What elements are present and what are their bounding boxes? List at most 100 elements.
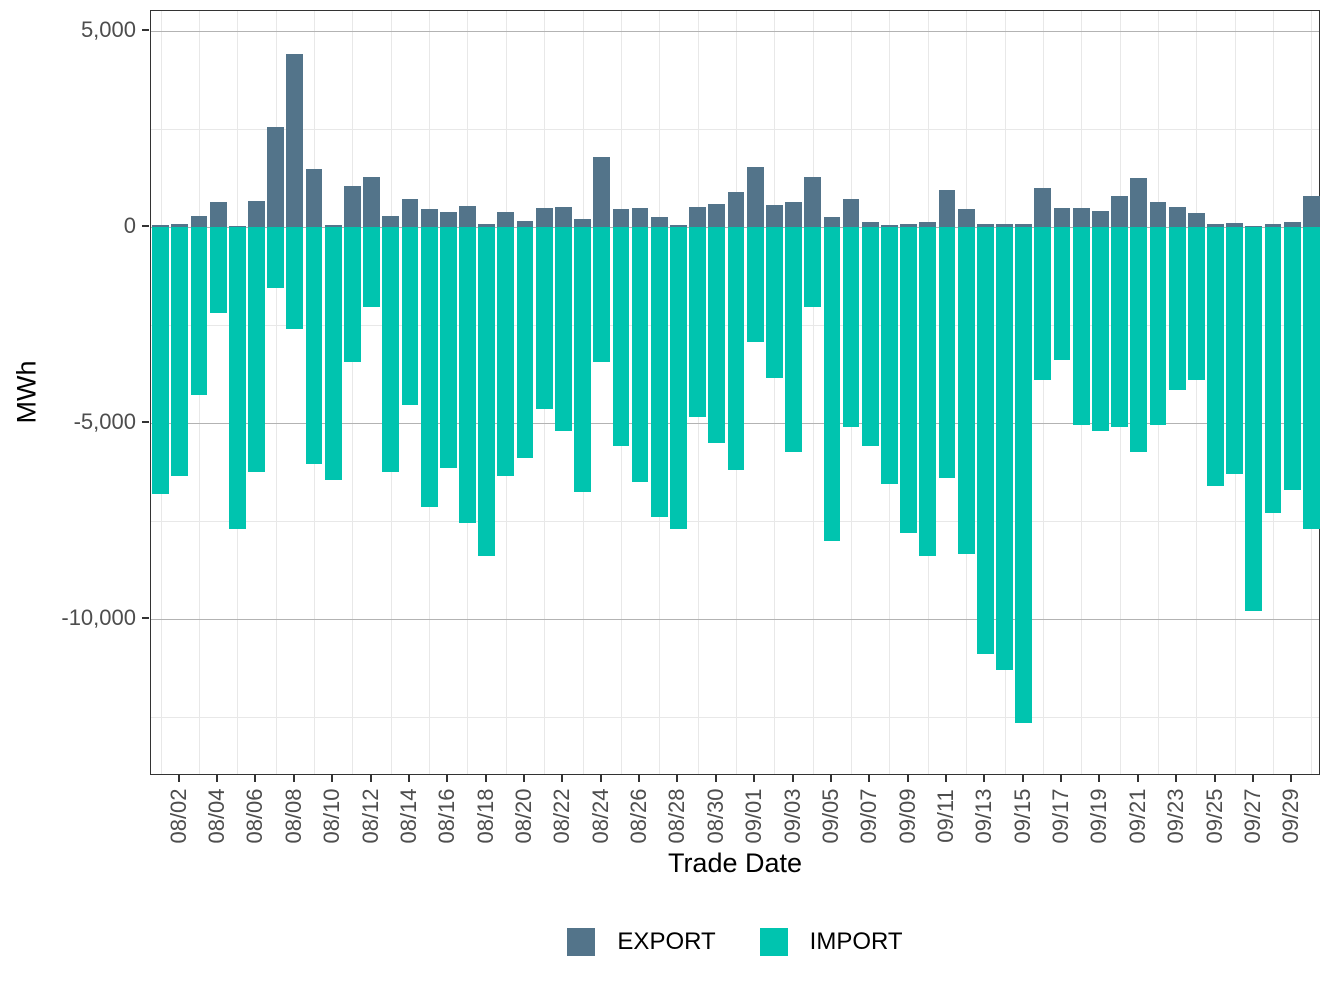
import-bar-09/20 (1111, 226, 1128, 427)
export-bar-08/25 (612, 209, 630, 227)
import-bar-09/28 (1264, 226, 1282, 514)
export-bar-08/14 (401, 199, 419, 227)
export-legend-label: EXPORT (617, 928, 716, 955)
x-tick-mark (1175, 775, 1178, 782)
y-tick-mark (142, 28, 149, 31)
import-bar-08/04 (209, 226, 227, 314)
x-tick-label: 09/21 (1124, 788, 1150, 844)
vertical-gridline (1196, 11, 1198, 774)
import-bar-09/12 (957, 226, 975, 555)
x-tick-label: 09/07 (856, 788, 882, 844)
export-bar-09/17 (1053, 207, 1071, 227)
export-bar-09/12 (957, 209, 975, 227)
import-bar-08/28 (670, 226, 687, 529)
import-bar-09/17 (1053, 226, 1071, 361)
y-tick-mark (142, 617, 149, 620)
import-bar-09/02 (765, 226, 783, 378)
import-bar-08/10 (324, 226, 342, 480)
import-bar-08/01 (152, 226, 169, 494)
import-bar-08/17 (459, 226, 476, 523)
export-bar-08/06 (248, 201, 265, 227)
export-bar-08/27 (650, 216, 668, 227)
x-tick-label: 08/08 (280, 788, 306, 844)
export-bar-09/20 (1111, 196, 1128, 227)
export-bar-08/22 (554, 207, 572, 227)
import-bar-08/07 (267, 226, 285, 288)
import-bar-09/18 (1072, 226, 1090, 425)
x-tick-mark (523, 775, 526, 782)
import-bar-08/18 (478, 226, 496, 557)
x-tick-label: 09/27 (1239, 788, 1265, 844)
x-tick-mark (446, 775, 449, 782)
import-bar-08/19 (497, 226, 515, 476)
x-tick-label: 08/18 (472, 788, 498, 844)
import-bar-09/23 (1168, 226, 1186, 390)
x-tick-label: 09/11 (932, 789, 958, 843)
export-bar-08/26 (631, 207, 649, 227)
export-bar-09/18 (1072, 208, 1090, 227)
import-legend-label: IMPORT (809, 928, 903, 955)
import-bar-08/23 (574, 226, 591, 492)
import-bar-08/25 (612, 226, 630, 447)
export-bar-09/15 (1015, 224, 1033, 227)
x-tick-label: 09/29 (1278, 788, 1304, 844)
major-gridline (151, 619, 1319, 621)
x-tick-label: 08/28 (664, 788, 690, 844)
x-tick-mark (1098, 775, 1101, 782)
export-bar-09/19 (1092, 211, 1109, 227)
export-bar-09/06 (842, 198, 860, 227)
import-bar-09/21 (1130, 226, 1148, 453)
x-tick-mark (714, 775, 717, 782)
x-tick-label: 08/22 (549, 788, 575, 844)
export-bar-08/13 (382, 215, 400, 227)
x-tick-mark (753, 775, 756, 782)
import-bar-09/04 (804, 226, 822, 308)
vertical-gridline (275, 11, 277, 774)
export-bar-08/04 (209, 202, 227, 227)
export-bar-08/16 (439, 211, 457, 227)
import-bar-08/26 (631, 226, 649, 482)
export-bar-09/22 (1149, 202, 1167, 227)
import-bar-09/08 (881, 226, 898, 484)
export-bar-08/29 (689, 206, 707, 227)
export-bar-09/09 (900, 223, 918, 227)
export-bar-09/25 (1207, 224, 1224, 227)
x-tick-label: 08/26 (626, 788, 652, 844)
export-bar-08/24 (593, 156, 611, 227)
x-tick-mark (791, 775, 794, 782)
x-tick-mark (484, 775, 487, 782)
import-bar-08/06 (248, 226, 265, 472)
export-bar-08/07 (267, 126, 285, 227)
plot-panel (150, 10, 1320, 775)
export-bar-09/04 (804, 176, 822, 227)
import-bar-09/05 (823, 226, 841, 541)
export-bar-08/18 (478, 224, 496, 227)
x-tick-mark (1021, 775, 1024, 782)
import-bar-09/29 (1283, 226, 1301, 490)
x-tick-mark (1060, 775, 1063, 782)
export-legend-swatch (567, 928, 596, 956)
legend-entry-import: IMPORT (759, 928, 903, 956)
export-bar-08/23 (574, 218, 591, 227)
export-bar-09/14 (996, 224, 1013, 227)
export-bar-09/26 (1226, 223, 1244, 227)
export-bar-08/12 (363, 177, 380, 227)
x-tick-label: 09/17 (1048, 788, 1074, 844)
x-tick-label: 08/12 (357, 788, 383, 844)
y-tick-mark (142, 224, 149, 227)
x-tick-mark (829, 775, 832, 782)
y-tick-label: -5,000 (73, 408, 136, 434)
import-bar-09/26 (1226, 226, 1244, 474)
x-tick-mark (1136, 775, 1139, 782)
x-tick-label: 08/16 (434, 788, 460, 844)
import-bar-08/31 (727, 226, 745, 470)
import-bar-08/05 (228, 226, 246, 529)
export-bar-09/02 (765, 204, 783, 227)
x-tick-label: 09/15 (1009, 788, 1035, 844)
export-bar-09/11 (938, 189, 956, 227)
import-bar-09/07 (861, 226, 879, 447)
x-axis-title: Trade Date (667, 848, 803, 878)
x-tick-mark (1251, 775, 1254, 782)
vertical-gridline (352, 11, 354, 774)
